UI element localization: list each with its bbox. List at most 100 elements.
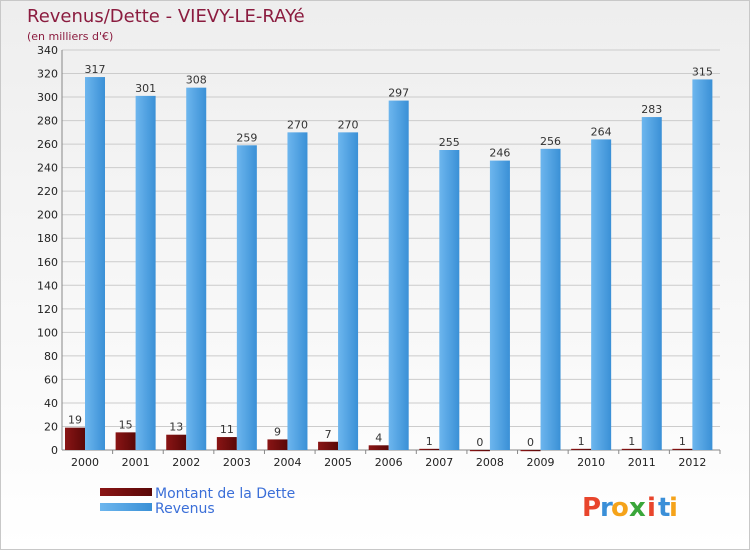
- bar-revenus-2008: [489, 160, 510, 450]
- x-tick-label: 2003: [223, 456, 251, 469]
- y-tick-label: 180: [37, 232, 58, 245]
- data-label-revenus-2004: 270: [287, 118, 308, 131]
- bar-revenus-2004: [287, 132, 308, 450]
- bar-dette-2001: [115, 432, 136, 450]
- y-tick-label: 340: [37, 44, 58, 57]
- data-label-dette-2004: 9: [274, 425, 281, 438]
- bar-revenus-2012: [692, 79, 713, 450]
- x-tick-label: 2009: [527, 456, 555, 469]
- logo-letter: t: [658, 493, 670, 523]
- data-label-revenus-2000: 317: [85, 63, 106, 76]
- logo-letter: i: [669, 493, 678, 523]
- data-label-dette-2007: 1: [426, 435, 433, 448]
- bar-dette-2002: [166, 434, 187, 450]
- legend-label-dette: Montant de la Dette: [155, 486, 295, 502]
- bar-revenus-2010: [591, 139, 612, 451]
- data-label-revenus-2006: 297: [388, 87, 409, 100]
- legend-label-revenus: Revenus: [155, 501, 215, 517]
- data-label-revenus-2012: 315: [692, 65, 713, 78]
- data-label-dette-2005: 7: [325, 428, 332, 441]
- x-tick-label: 2004: [273, 456, 301, 469]
- data-label-revenus-2007: 255: [439, 136, 460, 149]
- y-tick-label: 60: [44, 373, 58, 386]
- y-tick-label: 240: [37, 162, 58, 175]
- legend-swatch-dette: [100, 488, 152, 496]
- x-tick-label: 2007: [425, 456, 453, 469]
- legend-swatch-revenus: [100, 503, 152, 511]
- data-label-revenus-2005: 270: [338, 118, 359, 131]
- x-tick-label: 2008: [476, 456, 504, 469]
- bar-dette-2000: [65, 427, 85, 450]
- logo-letter: P: [582, 493, 601, 523]
- logo-letter: i: [647, 493, 656, 523]
- y-tick-label: 20: [44, 420, 58, 433]
- y-tick-label: 200: [37, 209, 58, 222]
- x-tick-label: 2012: [678, 456, 706, 469]
- data-label-revenus-2008: 246: [489, 147, 510, 160]
- bar-dette-2006: [368, 445, 389, 450]
- legend: Montant de la Dette Revenus: [100, 486, 295, 517]
- x-tick-label: 2002: [172, 456, 200, 469]
- logo-letter: r: [600, 493, 613, 523]
- x-tick-label: 2010: [577, 456, 605, 469]
- bar-revenus-2011: [641, 117, 662, 450]
- bar-revenus-2007: [439, 150, 460, 450]
- bar-dette-2008: [469, 450, 490, 452]
- bar-revenus-2003: [236, 145, 257, 450]
- data-label-dette-2006: 4: [375, 431, 382, 444]
- bar-revenus-2009: [540, 148, 561, 450]
- x-tick-label: 2000: [71, 456, 99, 469]
- y-tick-label: 260: [37, 138, 58, 151]
- data-label-dette-2010: 1: [578, 435, 585, 448]
- y-tick-label: 120: [37, 303, 58, 316]
- bars: [65, 77, 713, 452]
- bar-revenus-2002: [186, 87, 207, 450]
- y-tick-label: 40: [44, 397, 58, 410]
- y-tick-label: 320: [37, 68, 58, 81]
- data-labels: 1931715301133081125992707270429712550246…: [68, 63, 713, 449]
- data-label-revenus-2002: 308: [186, 74, 207, 87]
- y-tick-label: 0: [51, 444, 58, 457]
- bar-dette-2004: [267, 439, 288, 450]
- data-label-dette-2009: 0: [527, 436, 534, 449]
- bar-dette-2010: [571, 448, 592, 451]
- y-tick-label: 280: [37, 115, 58, 128]
- bar-dette-2005: [318, 441, 339, 450]
- data-label-revenus-2003: 259: [236, 131, 257, 144]
- y-tick-label: 80: [44, 350, 58, 363]
- data-label-revenus-2010: 264: [591, 125, 612, 138]
- chart-subtitle: (en milliers d'€): [27, 30, 113, 43]
- bar-dette-2012: [672, 448, 693, 451]
- data-label-revenus-2011: 283: [641, 103, 662, 116]
- data-label-dette-2003: 11: [220, 423, 234, 436]
- y-tick-label: 300: [37, 91, 58, 104]
- data-label-dette-2008: 0: [476, 436, 483, 449]
- data-label-dette-2012: 1: [679, 435, 686, 448]
- data-label-dette-2000: 19: [68, 414, 82, 427]
- data-label-revenus-2001: 301: [135, 82, 156, 95]
- bar-revenus-2006: [388, 100, 409, 451]
- data-label-dette-2001: 15: [119, 418, 133, 431]
- x-tick-label: 2001: [122, 456, 150, 469]
- data-label-revenus-2009: 256: [540, 135, 561, 148]
- logo-letter: o: [611, 493, 629, 523]
- chart-title: Revenus/Dette - VIEVY-LE-RAYé: [27, 6, 305, 27]
- y-tick-label: 160: [37, 256, 58, 269]
- bar-dette-2009: [520, 450, 541, 452]
- proxiti-logo: Pro x i ti: [582, 493, 678, 523]
- bar-dette-2011: [621, 448, 642, 451]
- axes: 0204060801001201401601802002202402602803…: [37, 44, 721, 469]
- y-tick-label: 220: [37, 185, 58, 198]
- y-tick-label: 140: [37, 279, 58, 292]
- bar-revenus-2005: [338, 132, 359, 450]
- bar-dette-2003: [216, 437, 237, 450]
- bar-revenus-2001: [135, 95, 156, 450]
- x-tick-label: 2011: [628, 456, 656, 469]
- data-label-dette-2011: 1: [628, 435, 635, 448]
- data-label-dette-2002: 13: [169, 421, 183, 434]
- y-tick-label: 100: [37, 326, 58, 339]
- bar-revenus-2000: [85, 77, 105, 450]
- bar-dette-2007: [419, 448, 440, 451]
